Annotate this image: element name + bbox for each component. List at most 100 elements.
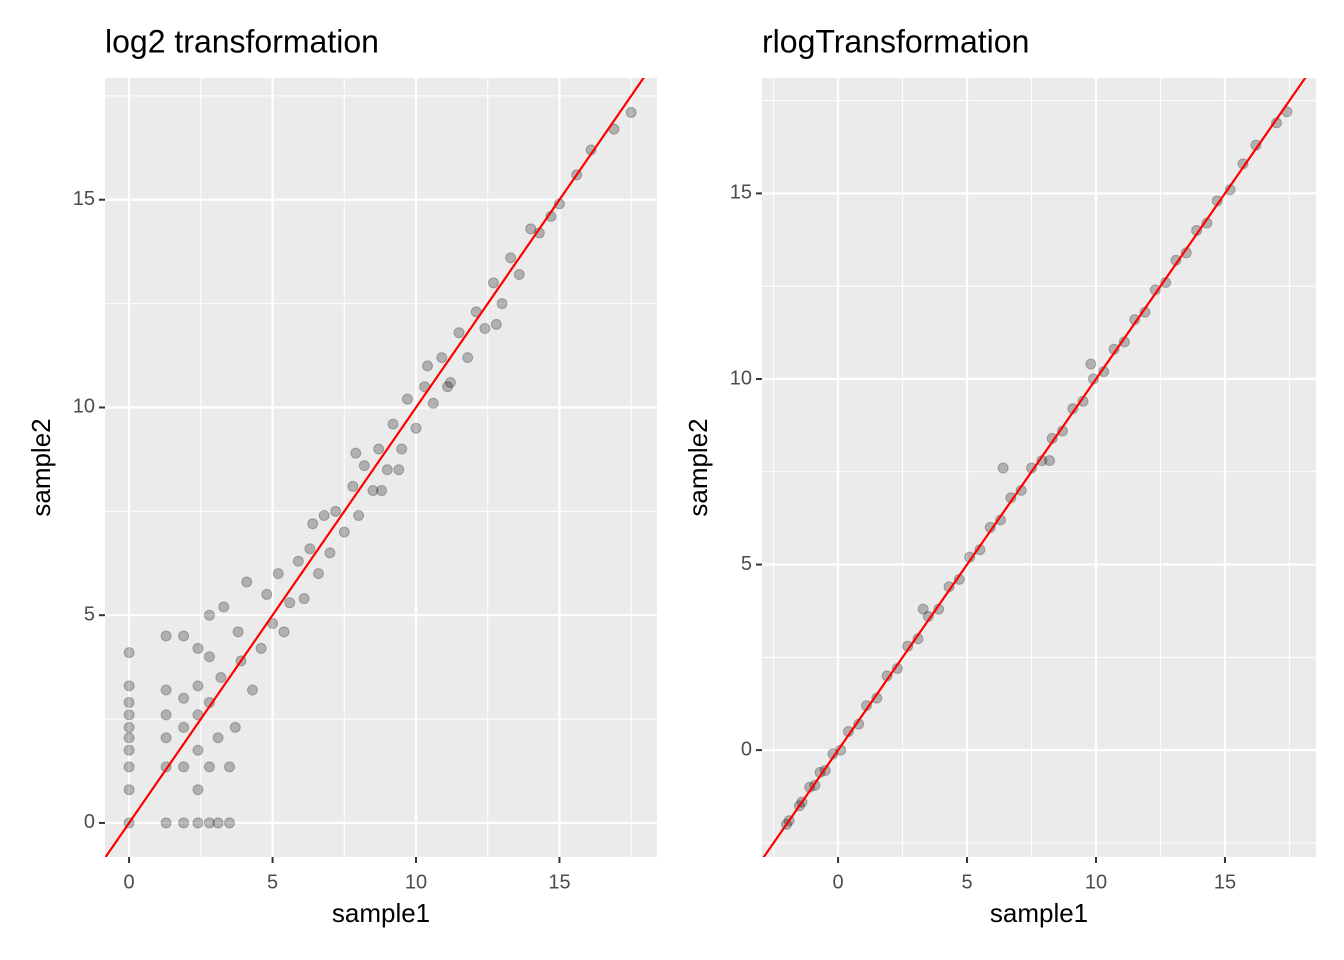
point xyxy=(123,761,135,773)
point xyxy=(232,626,244,638)
x-tick-label: 0 xyxy=(124,871,135,893)
y-tick-label: 0 xyxy=(741,738,752,760)
point xyxy=(123,647,135,659)
y-tick-label: 15 xyxy=(73,188,95,210)
point xyxy=(192,642,204,654)
point xyxy=(261,588,273,600)
point xyxy=(272,568,284,580)
point xyxy=(347,480,359,492)
point xyxy=(246,684,258,696)
x-tick-label: 15 xyxy=(1214,871,1236,893)
point xyxy=(330,505,342,517)
point xyxy=(318,509,330,521)
x-axis-title: sample1 xyxy=(990,898,1088,928)
point xyxy=(224,761,236,773)
y-axis-title: sample2 xyxy=(26,418,56,516)
reference-line xyxy=(105,78,645,857)
point xyxy=(312,568,324,580)
point xyxy=(278,626,290,638)
point xyxy=(160,709,172,721)
point xyxy=(292,555,304,567)
point xyxy=(453,327,465,339)
point xyxy=(212,817,224,829)
point xyxy=(1085,358,1097,370)
point xyxy=(917,603,929,615)
x-tick-label: 15 xyxy=(548,871,570,893)
point xyxy=(387,418,399,430)
x-tick-label: 5 xyxy=(961,871,972,893)
point xyxy=(284,597,296,609)
chart-title: rlogTransformation xyxy=(762,23,1029,59)
point xyxy=(123,744,135,756)
y-tick-label: 15 xyxy=(730,182,752,204)
points xyxy=(105,78,645,857)
point xyxy=(427,397,439,409)
point xyxy=(350,447,362,459)
point xyxy=(123,680,135,692)
point xyxy=(218,601,230,613)
point xyxy=(1044,455,1056,467)
point xyxy=(436,352,448,364)
point xyxy=(490,318,502,330)
reference-line xyxy=(762,78,1307,857)
point xyxy=(401,393,413,405)
point xyxy=(178,761,190,773)
point xyxy=(505,252,517,264)
point xyxy=(513,269,525,281)
point xyxy=(304,543,316,555)
chart-title: log2 transformation xyxy=(105,23,379,59)
points xyxy=(762,78,1307,857)
point xyxy=(123,732,135,744)
point xyxy=(178,692,190,704)
point xyxy=(410,422,422,434)
point xyxy=(381,464,393,476)
x-tick-label: 5 xyxy=(267,871,278,893)
point xyxy=(178,630,190,642)
point xyxy=(444,377,456,389)
point xyxy=(367,485,379,497)
x-tick-label: 10 xyxy=(405,871,427,893)
panel: 0 5 10 15 0 5 10 15 rlogTransformation sample1 sam… xyxy=(683,23,1316,928)
point xyxy=(192,744,204,756)
point xyxy=(442,381,454,393)
y-tick-label: 0 xyxy=(84,811,95,833)
point xyxy=(396,443,408,455)
panel-background xyxy=(105,78,657,857)
point xyxy=(192,784,204,796)
panel: 0 5 10 15 0 5 10 15 log2 transformation sample1 sa… xyxy=(26,23,657,928)
point xyxy=(160,630,172,642)
point xyxy=(229,721,241,733)
point xyxy=(203,651,215,663)
point xyxy=(487,277,499,289)
point xyxy=(298,593,310,605)
x-tick-label: 0 xyxy=(833,871,844,893)
point xyxy=(625,106,637,118)
point xyxy=(525,223,537,235)
point xyxy=(462,352,474,364)
point xyxy=(178,721,190,733)
point xyxy=(215,672,227,684)
point xyxy=(160,684,172,696)
y-tick-label: 10 xyxy=(73,396,95,418)
point xyxy=(376,485,388,497)
point xyxy=(324,547,336,559)
point xyxy=(203,761,215,773)
point xyxy=(373,443,385,455)
point xyxy=(123,696,135,708)
y-tick-label: 10 xyxy=(730,367,752,389)
point xyxy=(307,518,319,530)
point xyxy=(358,460,370,472)
point xyxy=(496,298,508,310)
point xyxy=(178,817,190,829)
point xyxy=(421,360,433,372)
point xyxy=(241,576,253,588)
point xyxy=(160,817,172,829)
y-tick-label: 5 xyxy=(741,553,752,575)
point xyxy=(479,323,491,335)
x-axis-title: sample1 xyxy=(332,898,430,928)
point xyxy=(353,509,365,521)
point xyxy=(393,464,405,476)
point xyxy=(192,680,204,692)
point xyxy=(203,817,215,829)
x-tick-label: 10 xyxy=(1085,871,1107,893)
